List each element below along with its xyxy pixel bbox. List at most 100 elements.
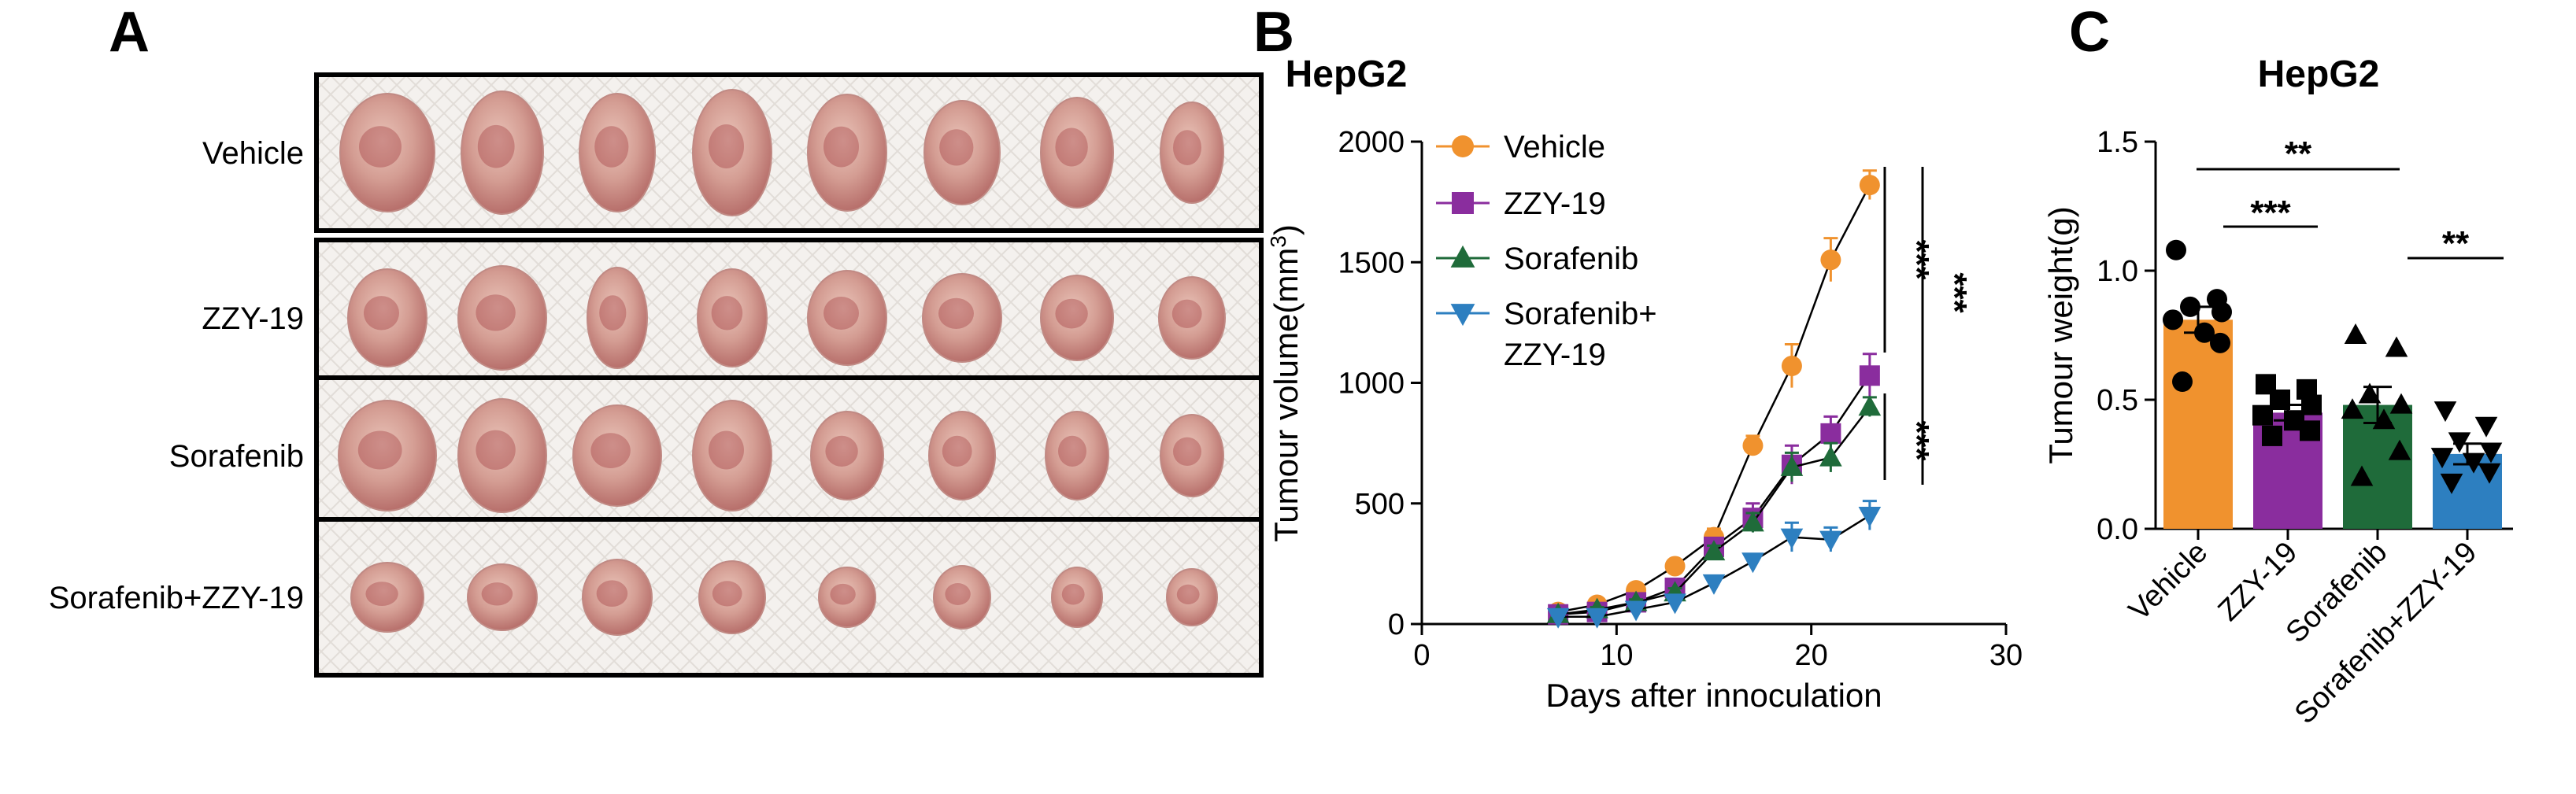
tumour-3-4: [692, 400, 772, 511]
bar-dot-2-5: [2372, 408, 2396, 430]
tumour-spot-4-8: [1176, 584, 1200, 605]
tumour-spot-1-8: [1173, 130, 1201, 166]
bar-chart-title: HepG2: [2258, 54, 2380, 95]
tumour-1-7: [1040, 97, 1114, 209]
point-1-8: [1859, 365, 1880, 386]
tumour-4-4: [698, 560, 766, 634]
tumour-spot-1-6: [939, 129, 974, 166]
point-0-6: [1781, 356, 1802, 377]
line-y-label-main: Tumour volume(mm: [1268, 248, 1305, 542]
line-ytick-label-4: 2000: [1338, 126, 1405, 159]
tumour-spot-1-5: [824, 126, 859, 168]
legend-label-3-line2: ZZY-19: [1504, 338, 1606, 372]
tumour-spot-2-1: [364, 296, 399, 331]
bar-dot-0-4: [2163, 309, 2183, 331]
bar-dot-2-3: [2389, 393, 2413, 414]
tumour-4-7: [1051, 567, 1103, 628]
photo-box-1: [314, 72, 1264, 233]
line-y-label-sup: 3: [1266, 235, 1290, 248]
bar-category-label-0: Vehicle: [2123, 536, 2214, 627]
tumour-spot-1-3: [594, 126, 629, 168]
row-label-1: Vehicle: [202, 136, 304, 171]
legend-label-1: ZZY-19: [1504, 186, 1606, 221]
bar-dot-0-5: [2194, 322, 2215, 343]
tumour-spot-1-1: [359, 126, 402, 168]
tumour-1-6: [923, 100, 1001, 205]
tumour-4-5: [818, 567, 876, 628]
tumour-2-2: [457, 265, 547, 371]
tumour-spot-4-6: [945, 583, 971, 605]
bar-dot-2-2: [2358, 382, 2382, 404]
tumour-3-2: [457, 398, 547, 513]
tumour-3-1: [338, 400, 437, 511]
tumour-4-1: [350, 562, 424, 633]
line-ytick-label-1: 500: [1355, 488, 1405, 521]
point-2-5: [1741, 511, 1764, 532]
tumour-spot-3-2: [476, 430, 516, 470]
legend-marker-2: [1450, 245, 1475, 268]
point-3-2: [1624, 600, 1648, 622]
row-label-3: Sorafenib: [169, 439, 304, 474]
point-3-6: [1780, 528, 1804, 549]
tumour-spot-3-7: [1058, 435, 1086, 467]
point-2-8: [1858, 395, 1882, 416]
line-ytick-label-2: 1000: [1338, 367, 1405, 401]
tumour-3-7: [1045, 411, 1109, 500]
tumour-1-4: [692, 89, 772, 216]
panel-c-letter: C: [2069, 1, 2110, 64]
point-3-3: [1664, 593, 1686, 615]
tumour-spot-4-3: [596, 580, 628, 607]
bar-dot-2-0: [2344, 323, 2367, 345]
tumour-4-8: [1166, 568, 1218, 626]
panel-a-photo-grid: Vehicle ZZY-19 Sorafenib Sorafenib+ZZY-19: [49, 72, 1264, 678]
bar-dot-3-1: [2474, 416, 2498, 438]
bar-dot-3-4: [2430, 448, 2454, 469]
tumour-1-2: [461, 90, 544, 215]
bar-dot-2-1: [2385, 336, 2408, 357]
point-3-4: [1702, 574, 1726, 595]
point-3-5: [1741, 552, 1764, 574]
bar-dot-0-6: [2210, 332, 2230, 353]
bar-dot-2-7: [2350, 465, 2374, 486]
tumour-2-6: [922, 273, 1002, 363]
bar-dot-3-5: [2462, 452, 2485, 474]
tumour-spot-4-7: [1061, 583, 1085, 605]
bar-significance: ** *** **: [2197, 135, 2504, 263]
bar-dot-3-7: [2440, 473, 2463, 494]
tumour-1-1: [339, 93, 435, 212]
point-2-7: [1819, 445, 1842, 467]
tumour-4-2: [467, 563, 538, 631]
tumour-spot-3-3: [590, 433, 631, 468]
tumour-spot-2-7: [1055, 298, 1088, 329]
tumour-2-3: [587, 267, 648, 369]
bar-dot-0-0: [2166, 239, 2186, 260]
tumour-spot-3-6: [942, 435, 972, 467]
bar-ytick-label-0: 0.0: [2097, 513, 2138, 546]
point-3-7: [1819, 530, 1842, 552]
line-xtick-label-2: 20: [1795, 639, 1828, 672]
point-2-4: [1702, 540, 1726, 561]
sig-stars-bar-1: ***: [2250, 194, 2291, 232]
bar-dot-0-7: [2172, 371, 2193, 393]
bar-dot-1-2: [2270, 390, 2290, 410]
tumour-2-1: [347, 268, 427, 367]
tumour-2-8: [1158, 276, 1226, 360]
bar-0: [2163, 319, 2233, 529]
point-3-1: [1586, 608, 1608, 629]
line-y-label-close: ): [1268, 224, 1305, 235]
bar-dot-2-4: [2341, 398, 2364, 419]
tumour-spot-1-2: [477, 124, 515, 168]
tumour-spot-2-6: [938, 297, 974, 329]
tumour-3-8: [1160, 414, 1224, 497]
bar-dot-3-3: [2479, 442, 2503, 463]
bar-dot-2-6: [2388, 439, 2411, 460]
tumour-spot-2-3: [599, 295, 627, 331]
sig-stars-3: ***: [1897, 420, 1936, 461]
legend-marker-3: [1450, 304, 1475, 327]
tumour-1-5: [807, 94, 887, 212]
tumour-spot-1-4: [709, 124, 744, 168]
line-series-group: [1546, 169, 1882, 629]
sig-stars-bar-2: **: [2285, 135, 2312, 173]
